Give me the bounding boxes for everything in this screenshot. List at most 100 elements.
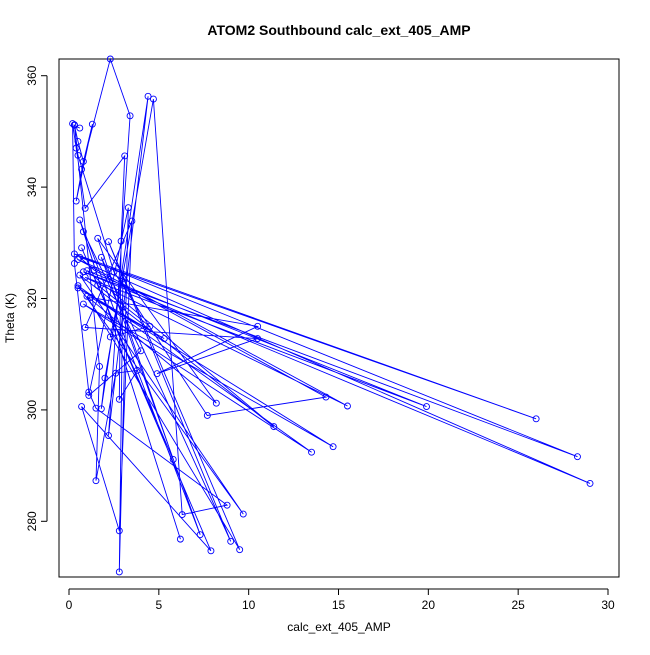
data-point (69, 120, 77, 128)
data-point (72, 197, 80, 205)
data-point (79, 268, 87, 276)
data-point (92, 404, 100, 412)
data-point (87, 293, 95, 301)
data-point (81, 324, 89, 331)
x-tick-label: 30 (601, 598, 615, 612)
data-point (322, 393, 330, 401)
data-point (76, 124, 84, 132)
data-point (74, 137, 82, 145)
data-point (85, 391, 93, 399)
data-point (344, 402, 351, 410)
data-point (196, 531, 204, 539)
data-point (105, 432, 112, 439)
data-point (203, 412, 211, 419)
data-point (78, 244, 86, 252)
data-point (110, 268, 118, 276)
data-point (144, 92, 152, 100)
data-point (90, 266, 98, 274)
data-point (153, 370, 161, 378)
data-point (70, 121, 78, 129)
data-point (70, 250, 78, 258)
data-point (128, 217, 136, 225)
data-point (76, 253, 84, 261)
data-point (115, 568, 123, 576)
data-point (94, 281, 102, 289)
data-point (254, 335, 262, 343)
data-point (270, 423, 278, 431)
data-point (78, 165, 86, 173)
data-point (308, 448, 315, 456)
data-point (117, 237, 125, 245)
data-point (176, 535, 184, 543)
y-tick-label: 300 (25, 400, 39, 420)
x-tick-label: 20 (422, 598, 436, 612)
series-line (72, 57, 591, 573)
data-point (106, 55, 114, 63)
data-point (212, 399, 220, 407)
data-point (79, 300, 87, 308)
data-point (85, 388, 93, 396)
data-point (146, 322, 154, 330)
data-point (239, 510, 247, 518)
data-point (178, 511, 186, 519)
data-point (121, 152, 129, 160)
x-axis: 0 5 10 15 20 25 30 (66, 588, 615, 612)
data-point (532, 415, 540, 423)
data-point (124, 204, 132, 212)
data-point (97, 253, 105, 261)
y-axis: 280 300 320 340 360 (25, 65, 48, 531)
data-point (126, 112, 134, 120)
data-point (254, 322, 262, 330)
x-tick-label: 25 (511, 598, 525, 612)
data-point (74, 256, 82, 263)
data-point (207, 547, 215, 555)
data-point (72, 144, 80, 152)
data-point (97, 405, 105, 413)
data-point (223, 501, 231, 509)
data-point (83, 267, 91, 275)
data-point (106, 333, 114, 341)
y-tick-label: 280 (25, 511, 39, 531)
data-point (92, 477, 100, 485)
x-tick-label: 5 (155, 598, 162, 612)
data-point (79, 158, 87, 165)
data-point (83, 292, 91, 300)
data-point (88, 120, 96, 128)
y-tick-label: 360 (25, 65, 39, 85)
plot-frame (58, 58, 620, 578)
data-point (74, 151, 82, 159)
data-point (423, 403, 430, 411)
data-point (115, 395, 123, 403)
data-point (160, 335, 168, 343)
data-point (81, 204, 89, 212)
data-point (236, 546, 244, 554)
data-point (227, 537, 235, 545)
chart-title: ATOM2 Southbound calc_ext_405_AMP (207, 22, 470, 38)
x-tick-label: 0 (66, 598, 73, 612)
y-axis-label: Theta (K) (3, 293, 17, 343)
data-point (115, 527, 123, 535)
data-point (149, 95, 157, 103)
data-point (133, 366, 141, 374)
data-point (329, 443, 337, 451)
data-point (137, 347, 145, 355)
data-point (96, 363, 103, 370)
x-tick-label: 15 (332, 598, 346, 612)
data-point (574, 453, 581, 461)
data-point (119, 275, 127, 282)
data-point (79, 228, 87, 236)
y-tick-label: 340 (25, 177, 39, 197)
data-point (112, 369, 120, 377)
data-point (169, 456, 177, 463)
data-point (74, 282, 82, 290)
data-point (105, 238, 112, 246)
series-layer (69, 55, 594, 576)
data-point (76, 271, 84, 279)
y-tick-label: 320 (25, 288, 39, 308)
data-point (70, 259, 78, 267)
data-point (586, 479, 594, 487)
data-point (74, 284, 82, 292)
data-point (101, 374, 109, 382)
data-point (94, 234, 102, 242)
